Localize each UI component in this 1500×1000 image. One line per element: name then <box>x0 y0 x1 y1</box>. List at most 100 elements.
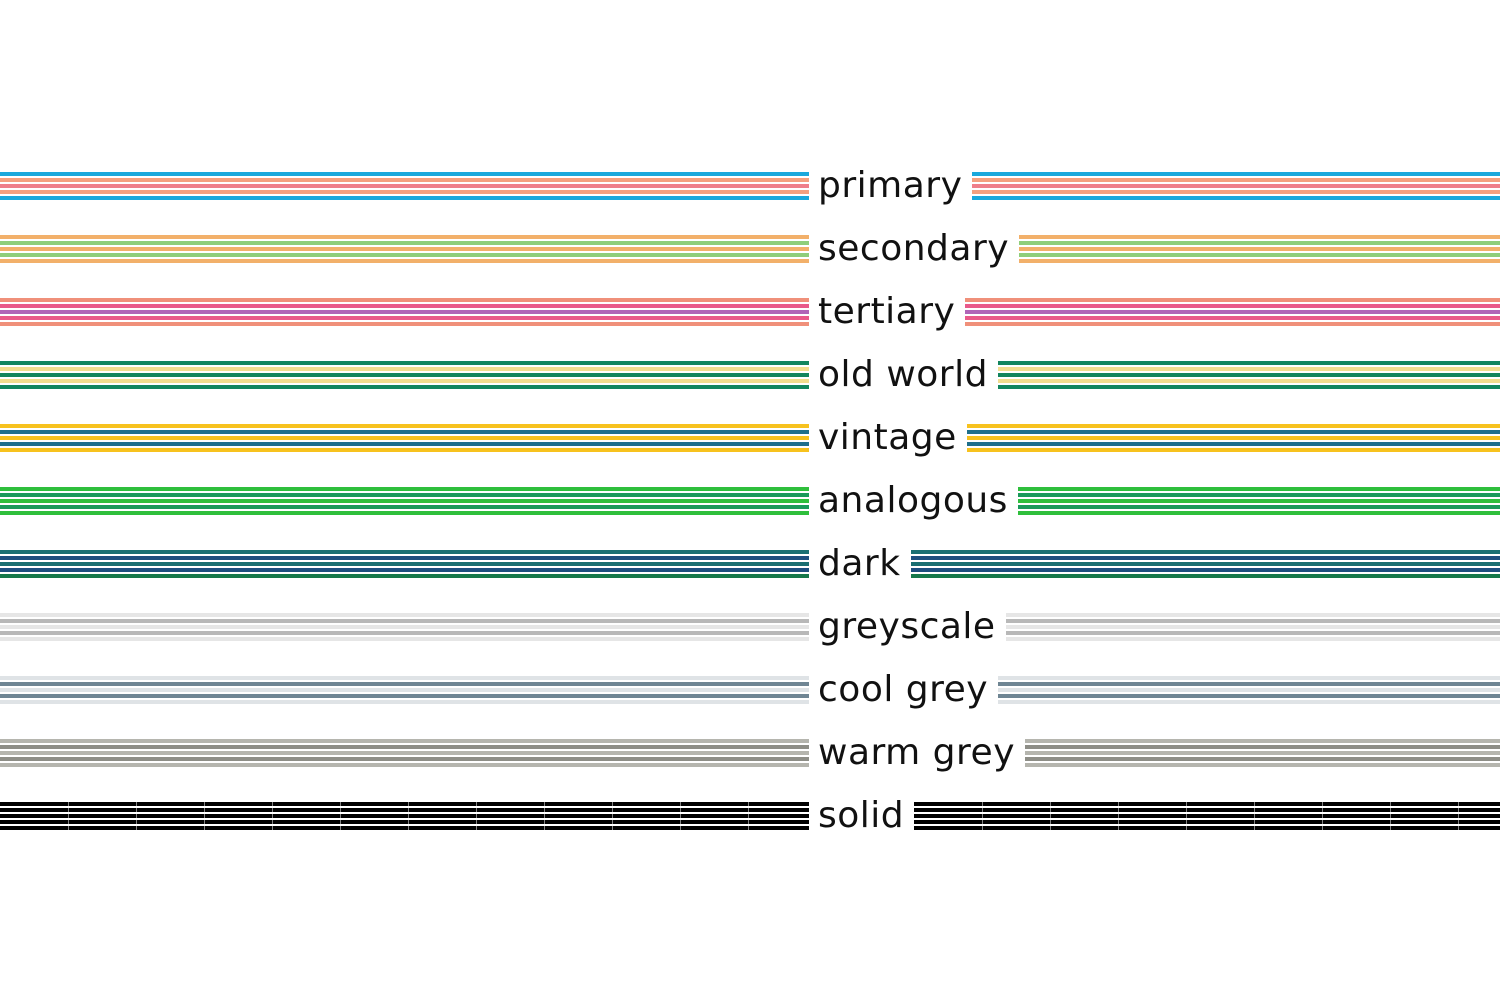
palette-row: warm grey <box>0 733 1500 773</box>
color-stripe <box>0 361 809 365</box>
color-stripe <box>0 751 809 755</box>
color-stripe <box>910 574 1500 578</box>
color-stripe <box>998 694 1500 698</box>
color-stripe <box>1017 487 1500 491</box>
color-stripe <box>914 820 1500 824</box>
palette-label: solid <box>818 795 905 836</box>
stripe-divider <box>1390 802 1392 830</box>
stripe-divider <box>1254 802 1256 830</box>
palette-swatch-right <box>910 550 1500 578</box>
color-stripe <box>910 562 1500 566</box>
color-stripe <box>914 814 1500 818</box>
color-stripe <box>1025 763 1500 767</box>
color-stripe <box>0 631 809 635</box>
stripe-divider <box>68 802 69 830</box>
palette-label: secondary <box>818 228 1010 269</box>
palette-label: analogous <box>818 480 1008 521</box>
color-stripe <box>0 700 809 704</box>
stripe-divider <box>982 802 984 830</box>
color-stripe <box>914 802 1500 806</box>
color-stripe <box>972 184 1500 188</box>
color-stripe <box>997 385 1500 389</box>
color-stripe <box>0 820 809 824</box>
color-stripe <box>910 568 1500 572</box>
color-stripe <box>0 676 809 680</box>
color-stripe <box>965 304 1500 308</box>
color-stripe <box>966 424 1500 428</box>
color-stripe <box>0 688 809 692</box>
color-stripe <box>965 322 1500 326</box>
color-stripe <box>0 298 809 302</box>
stripe-divider <box>544 802 545 830</box>
palette-swatch-right <box>972 172 1500 200</box>
palette-label: cool grey <box>818 669 989 710</box>
palette-label: tertiary <box>818 291 956 332</box>
color-stripe <box>1019 253 1500 257</box>
color-stripe <box>0 487 809 491</box>
palette-swatch-right <box>1025 739 1500 767</box>
color-stripe <box>1025 751 1500 755</box>
stripe-divider <box>612 802 613 830</box>
color-stripe <box>0 241 809 245</box>
color-stripe <box>0 178 809 182</box>
stripe-divider <box>1118 802 1120 830</box>
color-stripe <box>998 682 1500 686</box>
color-stripe <box>0 682 809 686</box>
color-stripe <box>0 808 809 812</box>
stripe-divider <box>272 802 273 830</box>
color-stripe <box>0 613 809 617</box>
color-stripe <box>965 298 1500 302</box>
color-stripe <box>998 700 1500 704</box>
palette-label: old world <box>818 354 988 395</box>
color-stripe <box>966 430 1500 434</box>
color-stripe <box>965 316 1500 320</box>
color-stripe <box>0 322 809 326</box>
color-stripe <box>0 385 809 389</box>
color-stripe <box>1019 235 1500 239</box>
color-stripe <box>0 190 809 194</box>
palette-label: dark <box>818 543 901 584</box>
color-stripe <box>0 424 809 428</box>
palette-swatch-right <box>966 424 1500 452</box>
color-stripe <box>1025 745 1500 749</box>
palette-swatch-left <box>0 550 809 578</box>
palette-row: greyscale <box>0 607 1500 647</box>
palette-swatch-left <box>0 802 809 830</box>
color-stripe <box>0 172 809 176</box>
color-stripe <box>910 550 1500 554</box>
color-stripe <box>0 802 809 806</box>
color-stripe <box>1019 259 1500 263</box>
color-stripe <box>972 190 1500 194</box>
color-stripe <box>0 259 809 263</box>
stripe-divider <box>204 802 205 830</box>
color-stripe <box>0 574 809 578</box>
palette-row: old world <box>0 355 1500 395</box>
stripe-divider <box>1458 802 1460 830</box>
color-stripe <box>0 367 809 371</box>
color-stripe <box>0 253 809 257</box>
color-stripe <box>998 688 1500 692</box>
palette-swatch-left <box>0 424 809 452</box>
color-stripe <box>1005 637 1500 641</box>
color-stripe <box>997 367 1500 371</box>
color-stripe <box>0 763 809 767</box>
color-stripe <box>0 694 809 698</box>
color-stripe <box>0 373 809 377</box>
color-stripe <box>0 304 809 308</box>
color-stripe <box>0 235 809 239</box>
stripe-divider <box>476 802 477 830</box>
palette-swatch-right <box>998 676 1500 704</box>
color-stripe <box>0 619 809 623</box>
palette-label: primary <box>818 165 963 206</box>
color-stripe <box>0 442 809 446</box>
palette-swatch-left <box>0 613 809 641</box>
palette-swatch-left <box>0 739 809 767</box>
palette-label: vintage <box>818 417 957 458</box>
color-stripe <box>0 196 809 200</box>
palette-swatch-left <box>0 298 809 326</box>
color-stripe <box>0 184 809 188</box>
stripe-divider <box>136 802 137 830</box>
palette-list: primary secondary tertiary old world vintage… <box>0 166 1500 865</box>
color-stripe <box>910 556 1500 560</box>
color-stripe <box>972 172 1500 176</box>
